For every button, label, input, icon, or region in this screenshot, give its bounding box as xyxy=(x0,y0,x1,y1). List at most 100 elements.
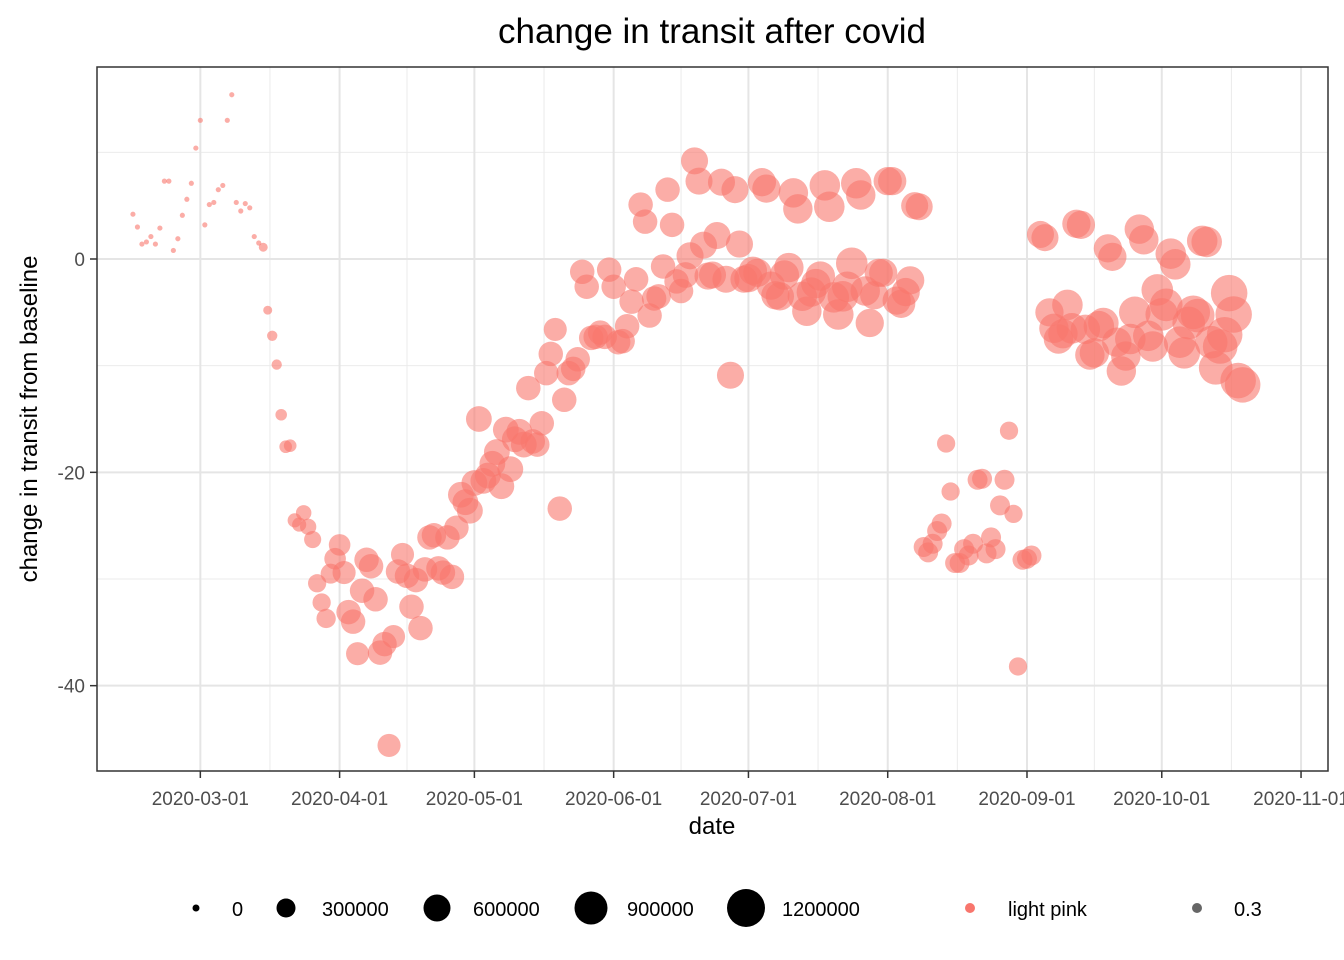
legend-size-label: 0 xyxy=(232,899,243,921)
data-point xyxy=(1137,331,1169,362)
data-point xyxy=(1149,288,1183,322)
data-point xyxy=(258,242,268,252)
legend-size-key xyxy=(574,891,608,925)
x-tick-label: 2020-06-01 xyxy=(565,789,662,810)
data-point xyxy=(994,469,1015,490)
legend-size-key xyxy=(192,904,200,912)
data-point xyxy=(632,209,658,234)
data-point xyxy=(1031,224,1059,252)
data-point xyxy=(774,252,804,283)
data-point xyxy=(855,308,884,338)
data-point xyxy=(1168,337,1201,369)
data-point xyxy=(202,222,208,228)
data-point xyxy=(148,234,154,240)
data-point xyxy=(229,92,235,98)
data-point xyxy=(601,274,626,299)
data-point xyxy=(1079,338,1110,368)
data-point xyxy=(220,182,226,188)
x-tick-label: 2020-03-01 xyxy=(152,789,249,810)
data-point xyxy=(896,266,925,295)
data-point xyxy=(623,267,649,292)
data-point xyxy=(377,733,401,757)
data-point xyxy=(1066,210,1096,240)
data-point xyxy=(1224,367,1261,403)
x-axis-title: date xyxy=(689,813,736,840)
data-point xyxy=(134,224,141,230)
data-point xyxy=(399,594,424,619)
data-point xyxy=(1098,242,1127,272)
plot-panel-border xyxy=(96,66,1329,772)
data-point xyxy=(346,642,370,666)
x-tick-label: 2020-05-01 xyxy=(426,789,523,810)
y-tick-label: -40 xyxy=(58,677,85,698)
data-point xyxy=(465,406,492,432)
data-point xyxy=(283,439,297,452)
data-point xyxy=(304,530,322,549)
data-point xyxy=(1129,225,1159,255)
data-point xyxy=(878,166,907,196)
data-point xyxy=(271,359,282,370)
data-point xyxy=(525,432,550,457)
data-point xyxy=(152,241,158,247)
data-point xyxy=(972,468,993,489)
x-tick-label: 2020-07-01 xyxy=(700,789,797,810)
data-point xyxy=(941,482,960,501)
data-point xyxy=(685,167,713,195)
data-point xyxy=(1159,249,1191,280)
data-point xyxy=(1004,504,1023,524)
data-point xyxy=(931,513,952,534)
data-point xyxy=(936,434,956,453)
data-point xyxy=(188,180,194,186)
data-point xyxy=(390,542,415,567)
data-point xyxy=(646,284,671,309)
data-point xyxy=(543,317,567,341)
data-points xyxy=(130,92,1261,757)
data-point xyxy=(263,305,273,315)
legend-alpha-label: 0.3 xyxy=(1234,899,1262,921)
data-point xyxy=(316,608,336,629)
data-point xyxy=(985,539,1006,560)
data-point xyxy=(312,593,331,612)
legend: 0 300000 600000 900000 1200000 light pink 0.3 xyxy=(192,889,1262,927)
data-point xyxy=(1021,545,1042,566)
data-point xyxy=(456,497,483,524)
x-axis: 2020-03-01 2020-04-01 2020-05-01 2020-06-01… xyxy=(152,771,1344,810)
data-point xyxy=(846,180,876,210)
data-point xyxy=(308,574,327,593)
data-point xyxy=(328,534,351,556)
data-point xyxy=(614,313,640,339)
legend-size-label: 1200000 xyxy=(782,899,860,921)
data-point xyxy=(157,225,163,231)
data-point xyxy=(497,456,524,483)
legend-color-key xyxy=(965,903,975,913)
data-point xyxy=(659,212,685,238)
data-point xyxy=(551,387,577,413)
data-point xyxy=(143,239,150,245)
data-point xyxy=(619,289,644,314)
data-point xyxy=(725,230,753,258)
y-tick-label: -20 xyxy=(58,463,85,484)
data-point xyxy=(139,241,145,247)
data-point xyxy=(1052,289,1083,321)
data-point xyxy=(547,496,572,521)
data-point xyxy=(363,587,388,612)
data-point xyxy=(206,202,212,208)
data-point xyxy=(752,174,781,203)
y-tick-label: 0 xyxy=(74,250,85,271)
chart-title: change in transit after covid xyxy=(498,12,926,51)
data-point xyxy=(267,330,278,341)
data-point xyxy=(574,274,599,299)
legend-size-key xyxy=(276,898,296,918)
data-point xyxy=(299,518,317,535)
data-point xyxy=(783,194,813,224)
data-point xyxy=(1119,296,1151,329)
data-point xyxy=(869,258,898,288)
data-point xyxy=(408,615,433,641)
x-tick-label: 2020-11-01 xyxy=(1253,789,1344,810)
data-point xyxy=(161,178,167,184)
data-point xyxy=(233,199,239,206)
y-axis: 0 -20 -40 xyxy=(58,250,97,698)
data-point xyxy=(215,187,221,193)
data-point xyxy=(170,247,176,254)
data-point xyxy=(999,421,1019,440)
